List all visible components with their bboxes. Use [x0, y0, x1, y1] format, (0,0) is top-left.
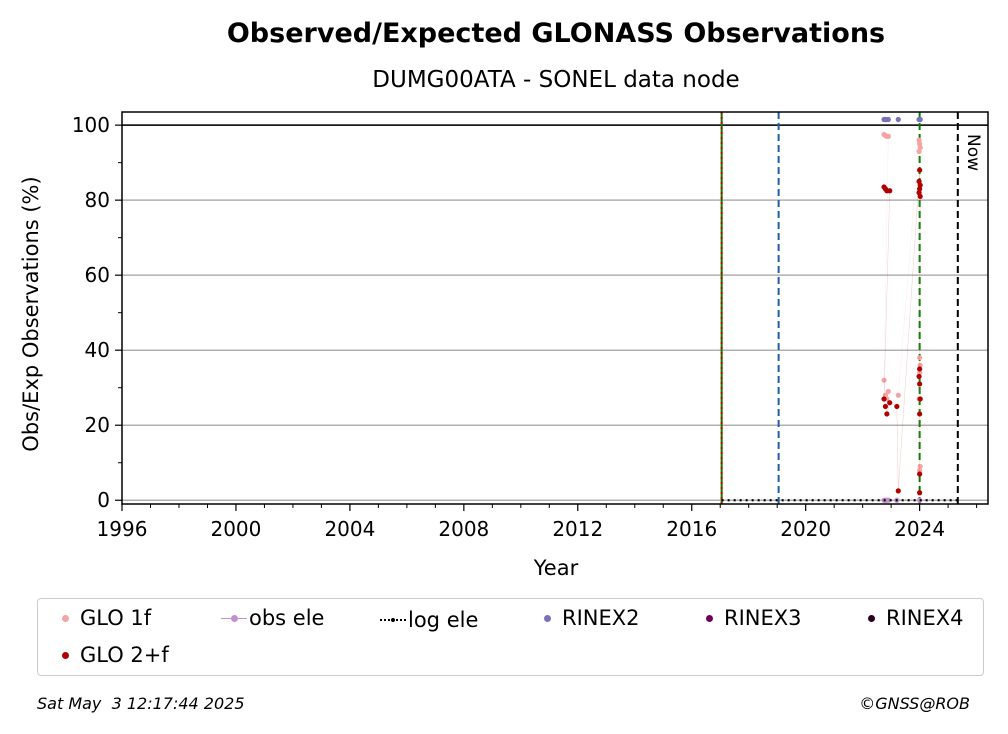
series-trace [883, 134, 921, 471]
y-tick-label: 60 [85, 263, 110, 287]
legend-label: GLO 1f [80, 606, 152, 630]
legend-dot-icon [696, 608, 722, 628]
footer-timestamp: Sat May 3 12:17:44 2025 [37, 694, 245, 713]
footer-credit: ©GNSS@ROB [859, 694, 970, 713]
data-point [885, 388, 891, 395]
series-trace [883, 170, 921, 493]
series-layer [721, 116, 958, 503]
data-point [917, 490, 923, 496]
legend-item-glo-1f: GLO 1f [52, 606, 151, 630]
data-point [885, 497, 891, 503]
data-point [887, 188, 893, 194]
chart-title: Observed/Expected GLONASS Observations [227, 18, 885, 49]
legend-label: RINEX4 [886, 606, 964, 630]
legend-dot-icon [858, 608, 884, 628]
legend-dot-icon [52, 645, 78, 665]
data-point [895, 392, 901, 398]
plot-frame [121, 111, 989, 505]
x-tick-label: 2004 [324, 517, 375, 541]
legend-dot-icon [534, 608, 560, 628]
data-point [884, 411, 890, 417]
now-label: Now [963, 134, 983, 171]
data-point [917, 471, 923, 477]
x-tick-label: 2016 [666, 517, 717, 541]
legend-line-dot-icon [221, 608, 247, 628]
y-tick-label: 80 [85, 188, 110, 212]
legend-label: GLO 2+f [80, 643, 169, 667]
chart-subtitle: DUMG00ATA - SONEL data node [372, 67, 739, 93]
data-point [917, 193, 923, 200]
data-point [885, 116, 891, 123]
data-point [881, 377, 887, 383]
data-point [917, 411, 923, 417]
legend-dotted-line-icon [380, 610, 406, 630]
vline-layer [720, 112, 959, 504]
chart-figure: Observed/Expected GLONASS Observations D… [19, 18, 989, 580]
legend-dot-icon [52, 608, 78, 628]
chart-legend: GLO 1f obs ele log ele RINEX2 RINEX3 RIN… [37, 598, 984, 676]
legend-label: log ele [408, 608, 479, 632]
x-tick-label: 1996 [97, 517, 148, 541]
data-point [887, 400, 893, 406]
y-axis-label: Obs/Exp Observations (%) [19, 176, 43, 451]
legend-item-log-ele: log ele [380, 608, 478, 632]
x-tick-label: 2008 [438, 517, 489, 541]
x-tick-label: 2020 [780, 517, 831, 541]
data-point [917, 355, 923, 361]
legend-item-rinex2: RINEX2 [534, 606, 640, 630]
legend-label: RINEX3 [724, 606, 802, 630]
grid-layer [122, 124, 988, 501]
axis-layer: 0 20 40 60 80 100 1996 2000 2004 2008 2012 2016 2020… [72, 113, 978, 541]
legend-item-rinex3: RINEX3 [696, 606, 802, 630]
data-point [895, 488, 901, 494]
data-point [916, 373, 922, 380]
data-point [895, 116, 901, 123]
y-tick-label: 0 [97, 488, 110, 512]
data-point [882, 403, 889, 410]
x-tick-label: 2024 [894, 517, 945, 541]
data-point [916, 148, 922, 154]
data-point [917, 167, 923, 173]
data-point [917, 497, 923, 503]
legend-item-obs-ele: obs ele [221, 606, 324, 630]
data-point [917, 116, 923, 123]
data-point [917, 366, 923, 372]
data-point [917, 467, 923, 473]
data-point [885, 133, 891, 139]
data-point [894, 403, 900, 410]
y-tick-label: 100 [72, 113, 110, 137]
y-tick-label: 40 [85, 338, 110, 362]
data-point [881, 396, 887, 402]
x-tick-label: 2000 [210, 517, 261, 541]
data-point [917, 381, 923, 387]
x-tick-label: 2012 [552, 517, 603, 541]
legend-item-glo-2f: GLO 2+f [52, 643, 169, 667]
legend-label: obs ele [249, 606, 325, 630]
y-tick-label: 20 [85, 413, 110, 437]
x-axis-label: Year [533, 556, 579, 580]
data-point [917, 396, 923, 402]
legend-item-rinex4: RINEX4 [858, 606, 964, 630]
legend-label: RINEX2 [562, 606, 640, 630]
